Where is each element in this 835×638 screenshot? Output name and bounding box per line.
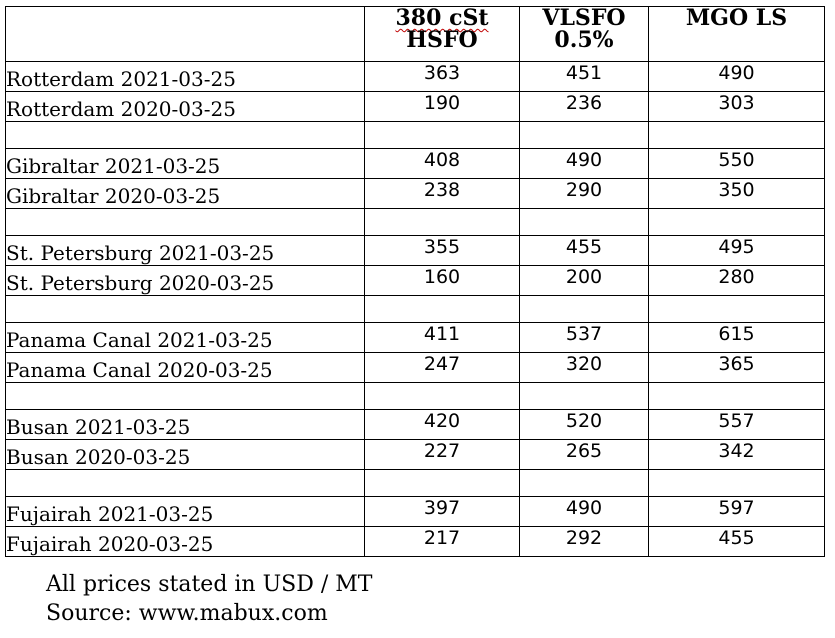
mgo-price-cell: 365 — [648, 352, 825, 383]
row-label-cell: Fujairah 2020-03-25 — [5, 526, 365, 557]
empty-cell — [648, 469, 825, 497]
row-label-cell: Busan 2020-03-25 — [5, 439, 365, 470]
empty-cell — [519, 295, 649, 323]
mgo-price-cell: 557 — [648, 409, 825, 440]
vlsfo-price-cell: 490 — [519, 148, 649, 179]
empty-cell — [364, 469, 520, 497]
header-vlsfo: VLSFO 0.5% — [519, 6, 649, 62]
table-row: Fujairah 2020-03-25 217 292 455 — [5, 526, 825, 557]
hsfo-price-cell: 217 — [364, 526, 520, 557]
vlsfo-price-cell: 537 — [519, 322, 649, 353]
vlsfo-price-cell: 265 — [519, 439, 649, 470]
vlsfo-price-cell: 200 — [519, 265, 649, 296]
table-row: Fujairah 2021-03-25 397 490 597 — [5, 496, 825, 527]
mgo-price-cell: 490 — [648, 61, 825, 92]
hsfo-price-cell: 411 — [364, 322, 520, 353]
empty-cell — [648, 208, 825, 236]
header-corner-cell — [5, 6, 365, 62]
mgo-price-cell: 615 — [648, 322, 825, 353]
table-row: St. Petersburg 2020-03-25 160 200 280 — [5, 265, 825, 296]
footnotes: All prices stated in USD / MT Source: ww… — [46, 570, 372, 628]
vlsfo-price-cell: 320 — [519, 352, 649, 383]
table-body: Rotterdam 2021-03-25 363 451 490 Rotterdam 2… — [5, 61, 825, 557]
row-label-cell: St. Petersburg 2020-03-25 — [5, 265, 365, 296]
mgo-price-cell: 597 — [648, 496, 825, 527]
empty-cell — [519, 121, 649, 149]
mgo-price-cell: 550 — [648, 148, 825, 179]
vlsfo-price-cell: 455 — [519, 235, 649, 266]
empty-cell — [5, 295, 365, 323]
empty-cell — [364, 208, 520, 236]
vlsfo-price-cell: 290 — [519, 178, 649, 209]
table-row: Panama Canal 2020-03-25 247 320 365 — [5, 352, 825, 383]
spacer-row — [5, 121, 825, 149]
empty-cell — [519, 208, 649, 236]
row-label-cell: Rotterdam 2021-03-25 — [5, 61, 365, 92]
row-label-cell: Rotterdam 2020-03-25 — [5, 91, 365, 122]
table-row: Busan 2021-03-25 420 520 557 — [5, 409, 825, 440]
empty-cell — [5, 208, 365, 236]
table-row: Gibraltar 2020-03-25 238 290 350 — [5, 178, 825, 209]
empty-cell — [519, 469, 649, 497]
empty-cell — [5, 469, 365, 497]
table-row: Rotterdam 2021-03-25 363 451 490 — [5, 61, 825, 92]
vlsfo-price-cell: 490 — [519, 496, 649, 527]
mgo-price-cell: 303 — [648, 91, 825, 122]
spacer-row — [5, 382, 825, 410]
row-label-cell: Panama Canal 2020-03-25 — [5, 352, 365, 383]
row-label-cell: Fujairah 2021-03-25 — [5, 496, 365, 527]
header-hsfo-line1: 380 cSt — [395, 6, 489, 31]
hsfo-price-cell: 160 — [364, 265, 520, 296]
table-row: Gibraltar 2021-03-25 408 490 550 — [5, 148, 825, 179]
mgo-price-cell: 495 — [648, 235, 825, 266]
hsfo-price-cell: 247 — [364, 352, 520, 383]
hsfo-price-cell: 190 — [364, 91, 520, 122]
row-label-cell: St. Petersburg 2021-03-25 — [5, 235, 365, 266]
row-label-cell: Gibraltar 2020-03-25 — [5, 178, 365, 209]
spacer-row — [5, 208, 825, 236]
mgo-price-cell: 455 — [648, 526, 825, 557]
table-row: Busan 2020-03-25 227 265 342 — [5, 439, 825, 470]
table-row: St. Petersburg 2021-03-25 355 455 495 — [5, 235, 825, 266]
hsfo-price-cell: 397 — [364, 496, 520, 527]
hsfo-price-cell: 227 — [364, 439, 520, 470]
row-label-cell: Panama Canal 2021-03-25 — [5, 322, 365, 353]
empty-cell — [364, 121, 520, 149]
hsfo-price-cell: 363 — [364, 61, 520, 92]
source-note: Source: www.mabux.com — [46, 601, 328, 626]
mgo-price-cell: 342 — [648, 439, 825, 470]
row-label-cell: Busan 2021-03-25 — [5, 409, 365, 440]
empty-cell — [648, 295, 825, 323]
row-label-cell: Gibraltar 2021-03-25 — [5, 148, 365, 179]
empty-cell — [648, 121, 825, 149]
header-hsfo-line2: HSFO — [406, 27, 478, 53]
hsfo-price-cell: 355 — [364, 235, 520, 266]
hsfo-price-cell: 408 — [364, 148, 520, 179]
hsfo-price-cell: 238 — [364, 178, 520, 209]
empty-cell — [5, 121, 365, 149]
mgo-price-cell: 350 — [648, 178, 825, 209]
vlsfo-price-cell: 520 — [519, 409, 649, 440]
spacer-row — [5, 469, 825, 497]
empty-cell — [364, 295, 520, 323]
vlsfo-price-cell: 236 — [519, 91, 649, 122]
header-row: 380 cSt HSFO VLSFO 0.5% MGO LS — [5, 6, 825, 62]
empty-cell — [364, 382, 520, 410]
hsfo-price-cell: 420 — [364, 409, 520, 440]
empty-cell — [5, 382, 365, 410]
spacer-row — [5, 295, 825, 323]
mgo-price-cell: 280 — [648, 265, 825, 296]
empty-cell — [519, 382, 649, 410]
header-mgo: MGO LS — [648, 6, 825, 62]
empty-cell — [648, 382, 825, 410]
vlsfo-price-cell: 292 — [519, 526, 649, 557]
bunker-price-table: 380 cSt HSFO VLSFO 0.5% MGO LS Rotterdam … — [5, 6, 825, 557]
vlsfo-price-cell: 451 — [519, 61, 649, 92]
table-row: Rotterdam 2020-03-25 190 236 303 — [5, 91, 825, 122]
currency-note: All prices stated in USD / MT — [46, 572, 373, 597]
table-row: Panama Canal 2021-03-25 411 537 615 — [5, 322, 825, 353]
header-hsfo: 380 cSt HSFO — [364, 6, 520, 62]
